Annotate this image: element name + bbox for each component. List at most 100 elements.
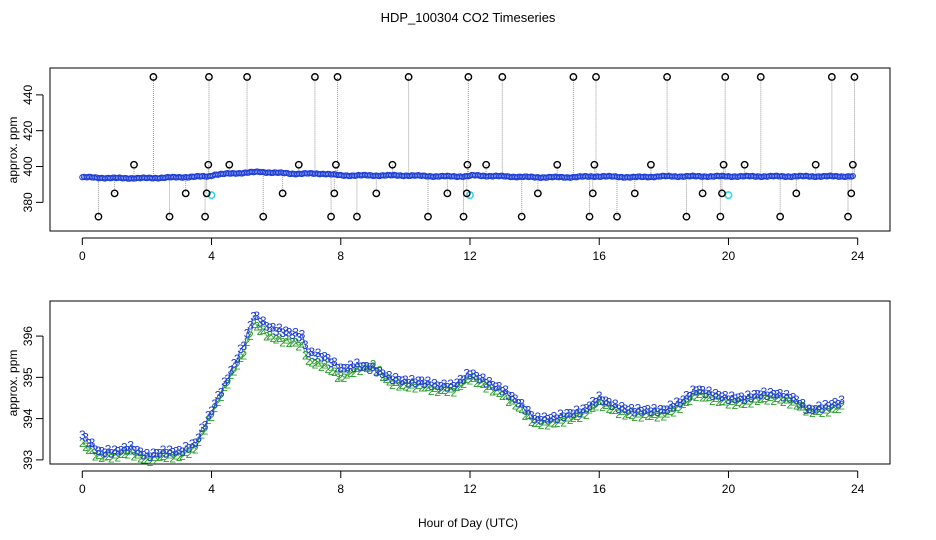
series-2-marker: 2 — [599, 400, 606, 414]
series-3-marker: 3 — [195, 431, 202, 445]
series-3-marker: 3 — [522, 404, 529, 418]
calibration-point — [207, 191, 216, 200]
series-3-marker: 3 — [812, 403, 819, 417]
series-2-marker: 2 — [515, 401, 522, 415]
series-2-marker: 2 — [606, 402, 613, 416]
outlier-point — [850, 73, 859, 81]
outlier-point — [553, 160, 562, 169]
series-3-marker: 3 — [127, 439, 134, 453]
series-3-marker: 3 — [528, 409, 535, 423]
top-plot-frame — [49, 67, 891, 232]
series-2-marker: 2 — [218, 390, 225, 404]
outlier-point — [569, 73, 578, 81]
series-3-marker: 3 — [580, 402, 587, 416]
series-2-marker: 2 — [134, 447, 141, 461]
series-2-marker: 2 — [738, 396, 745, 410]
outlier-point — [424, 212, 432, 221]
series-2-marker: 2 — [89, 443, 96, 457]
series-2-marker: 2 — [528, 415, 535, 429]
series-3-marker: 3 — [379, 367, 386, 381]
series-3-marker: 3 — [257, 315, 264, 329]
outlier-point — [464, 73, 473, 81]
series-3-marker: 3 — [715, 389, 722, 403]
outlier-point — [353, 212, 361, 221]
outlier-point — [716, 212, 725, 221]
bottom-x-tick-label: 8 — [337, 482, 344, 496]
series-2-marker: 2 — [85, 443, 92, 457]
series-3-marker: 3 — [263, 319, 270, 333]
series-3-marker: 3 — [486, 375, 493, 389]
series-2-marker: 2 — [144, 453, 151, 467]
series-3-marker: 3 — [657, 402, 664, 416]
series-2-marker: 2 — [273, 332, 280, 346]
series-2-marker: 2 — [476, 376, 483, 390]
series-3-marker: 3 — [447, 377, 454, 391]
top-x-tick-label: 8 — [337, 249, 344, 263]
series-2-marker: 2 — [266, 329, 273, 343]
series-2-marker: 2 — [176, 450, 183, 464]
series-2-marker: 2 — [570, 411, 577, 425]
series-2-marker: 2 — [124, 448, 131, 462]
outlier-point — [327, 212, 335, 221]
series-2-marker: 2 — [699, 390, 706, 404]
outlier-point — [533, 189, 542, 198]
series-2-marker: 2 — [283, 332, 290, 346]
series-3-marker: 3 — [602, 394, 609, 408]
series-2-marker: 2 — [693, 390, 700, 404]
series-3-marker: 3 — [357, 360, 364, 374]
series-2-marker: 2 — [787, 397, 794, 411]
series-3-marker: 3 — [308, 345, 315, 359]
series-2-marker: 2 — [202, 423, 209, 437]
series-3-marker: 3 — [405, 376, 412, 390]
series-2-marker: 2 — [163, 451, 170, 465]
series-2-marker: 2 — [790, 394, 797, 408]
series-2-marker: 2 — [386, 375, 393, 389]
outlier-point — [202, 189, 211, 198]
series-2-marker: 2 — [554, 416, 561, 430]
series-2-marker: 2 — [541, 415, 548, 429]
series-3-marker: 3 — [502, 383, 509, 397]
top-y-tick-label: 400 — [21, 156, 35, 176]
series-2-marker: 2 — [270, 331, 277, 345]
series-3-marker: 3 — [215, 389, 222, 403]
series-2-marker: 2 — [615, 407, 622, 421]
outlier-point — [498, 73, 507, 81]
series-3-marker: 3 — [699, 384, 706, 398]
outlier-point — [585, 212, 594, 221]
series-2-marker: 2 — [531, 416, 538, 430]
series-2-marker: 2 — [551, 416, 558, 430]
series-3-marker: 3 — [321, 349, 328, 363]
series-2-marker: 2 — [651, 407, 658, 421]
series-3-marker: 3 — [547, 412, 554, 426]
calibration-point — [724, 191, 733, 200]
series-2-marker: 2 — [137, 451, 144, 465]
outlier-point — [590, 160, 599, 169]
series-3-marker: 3 — [512, 392, 519, 406]
outlier-point — [848, 160, 857, 169]
series-2-marker: 2 — [82, 440, 89, 454]
series-3-marker: 3 — [373, 365, 380, 379]
series-2-marker: 2 — [460, 377, 467, 391]
series-3-marker: 3 — [470, 367, 477, 381]
series-3-marker: 3 — [745, 388, 752, 402]
series-3-marker: 3 — [451, 380, 458, 394]
series-3-marker: 3 — [438, 379, 445, 393]
series-2-marker: 2 — [667, 404, 674, 418]
series-3-marker: 3 — [509, 390, 516, 404]
series-3-marker: 3 — [244, 326, 251, 340]
outlier-point — [613, 212, 621, 221]
series-3-marker: 3 — [761, 385, 768, 399]
series-2-marker: 2 — [79, 436, 86, 450]
series-3-marker: 3 — [318, 350, 325, 364]
series-3-marker: 3 — [360, 360, 367, 374]
series-3-marker: 3 — [250, 309, 257, 323]
series-3-marker: 3 — [409, 372, 416, 386]
series-2-marker: 2 — [622, 408, 629, 422]
series-3-marker: 3 — [295, 330, 302, 344]
series-2-marker: 2 — [709, 394, 716, 408]
series-2-marker: 2 — [483, 381, 490, 395]
series-3-marker: 3 — [725, 393, 732, 407]
series-2-marker: 2 — [609, 403, 616, 417]
series-2-marker: 2 — [725, 398, 732, 412]
series-2-marker: 2 — [535, 416, 542, 430]
